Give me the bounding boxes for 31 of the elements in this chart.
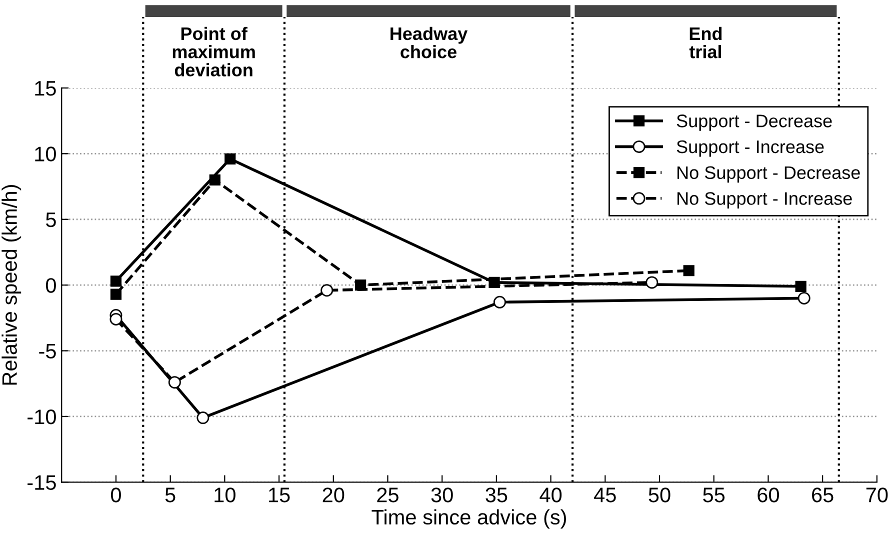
x-tick-label: 70 <box>866 488 888 502</box>
x-tick-label: 55 <box>703 488 725 502</box>
x-tick-label: 20 <box>322 488 344 502</box>
x-tick-label: 5 <box>165 488 176 502</box>
legend-label: Support - Increase <box>676 140 824 157</box>
y-tick-label: 15 <box>35 81 56 96</box>
y-tick-label: -5 <box>39 344 56 359</box>
y-tick-label: -15 <box>28 475 56 490</box>
y-axis-title: Relative speed (km/h) <box>2 185 22 385</box>
legend-label: Support - Decrease <box>676 114 832 131</box>
x-tick-label: 45 <box>594 488 616 502</box>
x-tick-label: 25 <box>377 488 398 502</box>
x-tick-label: 40 <box>540 488 562 502</box>
text: Point of maximum deviation <box>172 26 255 76</box>
text: End trial <box>689 26 722 58</box>
y-tick-label: 5 <box>46 212 56 228</box>
legend-label: No Support - Decrease <box>678 166 860 183</box>
x-tick-label: 30 <box>431 488 453 502</box>
x-tick-label: 60 <box>758 488 779 502</box>
x-tick-label: 35 <box>486 488 508 502</box>
legend-label: No Support - Increase <box>678 192 852 208</box>
x-tick-label: 10 <box>214 488 236 502</box>
y-tick-label: -10 <box>28 409 56 424</box>
text: Headway choice <box>390 26 468 58</box>
x-tick-label: 50 <box>648 488 670 502</box>
y-tick-label: 0 <box>46 278 56 293</box>
x-axis-title: Time since advice (s) <box>372 509 566 529</box>
x-tick-label: 15 <box>269 488 290 502</box>
x-tick-label: 65 <box>812 488 834 502</box>
x-tick-label: 0 <box>110 488 121 502</box>
y-tick-label: 10 <box>35 146 56 162</box>
